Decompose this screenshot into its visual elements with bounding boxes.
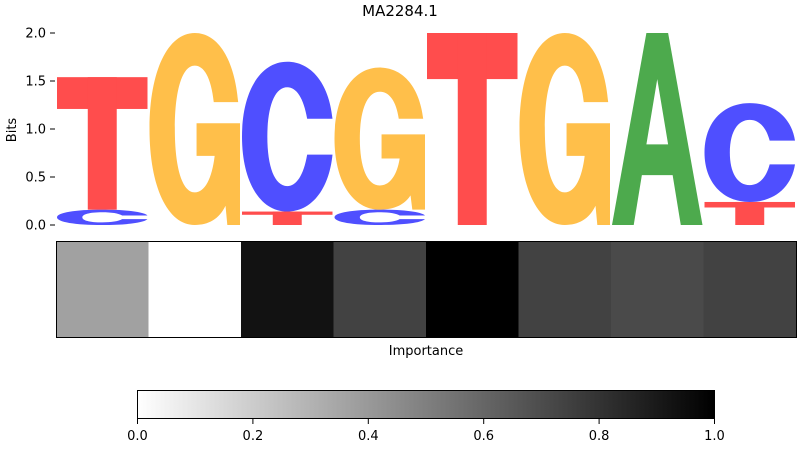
logo-letter-t (242, 211, 333, 225)
colorbar-tick-label: 0.6 (473, 429, 494, 444)
logo-letter-g (519, 33, 610, 225)
y-tick-label: 1.5 (25, 75, 46, 90)
colorbar-ticks: 0.0 0.2 0.4 0.6 0.8 1.0 (127, 419, 725, 444)
logo-letter-t (427, 33, 518, 225)
logo-letter-c (57, 209, 148, 225)
colorbar-tick-label: 0.0 (127, 429, 148, 444)
logo-letter-g (149, 33, 240, 225)
importance-cell (241, 241, 334, 337)
importance-heatmap (56, 241, 797, 337)
importance-cell (333, 241, 427, 337)
importance-cell (703, 241, 797, 337)
logo-letter-c (334, 209, 425, 225)
y-axis: 0.0 0.5 1.0 1.5 2.0 (25, 27, 55, 234)
colorbar-tick-label: 0.8 (589, 429, 610, 444)
importance-cell (611, 241, 704, 337)
y-tick-label: 0.0 (25, 219, 46, 234)
y-tick-label: 0.5 (25, 171, 46, 186)
logo-letter-g (334, 67, 425, 210)
importance-label: Importance (389, 344, 464, 359)
chart-title: MA2284.1 (362, 2, 438, 20)
importance-cell (426, 241, 519, 337)
logo-letter-c (704, 103, 795, 202)
colorbar (137, 390, 715, 419)
y-tick-label: 1.0 (25, 123, 46, 138)
logo-letter-t (57, 77, 148, 210)
y-axis-label: Bits (5, 118, 20, 143)
importance-cell (56, 241, 149, 337)
importance-cell (148, 241, 242, 337)
y-tick-label: 2.0 (25, 27, 46, 42)
heatmap-frame (56, 241, 797, 338)
colorbar-tick-label: 0.2 (243, 429, 264, 444)
colorbar-tick-label: 0.4 (358, 429, 379, 444)
importance-cell (518, 241, 612, 337)
logo-letters (57, 33, 795, 226)
logo-letter-t (704, 201, 795, 226)
logo-letter-c (242, 61, 333, 212)
colorbar-tick-label: 1.0 (704, 429, 725, 444)
logo-letter-a (612, 33, 703, 225)
